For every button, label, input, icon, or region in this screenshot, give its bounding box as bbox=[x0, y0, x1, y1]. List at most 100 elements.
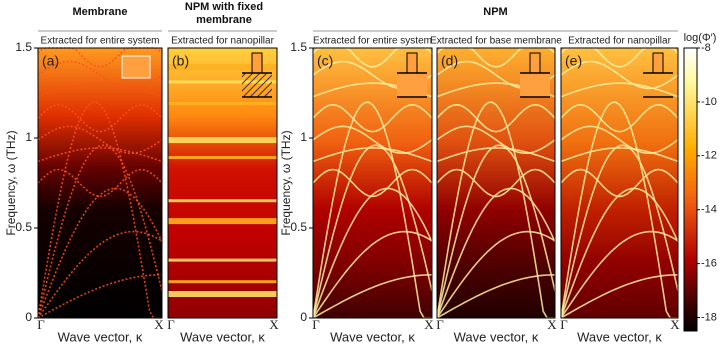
y-axis-label: Frequency, ω (THz) bbox=[4, 130, 18, 235]
x-axis-label: Wave vector, κ bbox=[180, 329, 265, 344]
dispersion-curve bbox=[560, 274, 679, 319]
panel-title: Extracted for nanopillar bbox=[171, 36, 275, 47]
dispersion-curve bbox=[436, 187, 556, 319]
dispersion-curve bbox=[37, 60, 163, 90]
x-tick-label: X bbox=[670, 317, 680, 332]
inset bbox=[520, 73, 550, 97]
band bbox=[168, 258, 277, 262]
panel-label: (b) bbox=[172, 53, 189, 69]
y-tick-label: 0 bbox=[25, 310, 32, 324]
dispersion-curve bbox=[312, 103, 433, 133]
heatmap bbox=[38, 48, 162, 318]
dispersion-curve bbox=[37, 274, 163, 319]
frame bbox=[312, 47, 433, 319]
y-tick-label: 1.5 bbox=[290, 40, 307, 54]
dispersion-curve bbox=[312, 230, 433, 319]
dispersion-curve bbox=[560, 101, 678, 319]
x-tick-label: Γ bbox=[560, 317, 568, 332]
colorbar bbox=[683, 47, 698, 332]
heatmap bbox=[561, 48, 678, 318]
dispersion-curve bbox=[560, 230, 679, 319]
dispersion-curve bbox=[312, 144, 433, 319]
x-tick-label: Γ bbox=[312, 317, 320, 332]
x-axis-label: Wave vector, κ bbox=[58, 329, 143, 344]
dispersion-curve bbox=[312, 125, 433, 154]
x-tick-label: X bbox=[269, 317, 279, 332]
x-axis-label: Wave vector, κ bbox=[330, 329, 415, 344]
dispersion-curve bbox=[37, 144, 163, 319]
dispersion-curve bbox=[37, 230, 163, 319]
dispersion-curve bbox=[312, 274, 433, 319]
band bbox=[168, 280, 277, 284]
x-tick-label: Γ bbox=[436, 317, 444, 332]
colorbar-label: log(Φ′) bbox=[684, 32, 717, 44]
colorbar-tick-label: -16 bbox=[701, 258, 717, 270]
colorbar-tick-label: -14 bbox=[701, 204, 717, 216]
frame bbox=[436, 47, 556, 319]
dispersion-curve bbox=[37, 82, 163, 98]
frame bbox=[167, 47, 278, 319]
inset bbox=[121, 55, 151, 79]
x-tick-label: Γ bbox=[167, 317, 175, 332]
dispersion-curve bbox=[37, 147, 163, 163]
x-axis-label: Wave vector, κ bbox=[577, 329, 662, 344]
frame bbox=[37, 47, 163, 319]
dispersion-curve bbox=[560, 82, 679, 98]
panel-title: Extracted for entire system bbox=[41, 36, 160, 47]
x-tick-label: Γ bbox=[37, 317, 45, 332]
group-title: NPM bbox=[483, 6, 508, 18]
group-title: NPM with fixed membrane bbox=[184, 1, 264, 26]
dispersion-curve bbox=[37, 168, 163, 198]
inset bbox=[242, 73, 272, 97]
dispersion-curve bbox=[436, 168, 556, 198]
band bbox=[168, 291, 277, 297]
colorbar-tick-label: -10 bbox=[701, 96, 717, 108]
band bbox=[168, 80, 277, 84]
panel-title: Extracted for entire system bbox=[313, 36, 432, 47]
panel-title: Extracted for base membrane bbox=[430, 36, 562, 47]
inset bbox=[529, 52, 541, 74]
dispersion-curve bbox=[436, 125, 556, 154]
band bbox=[168, 137, 277, 144]
band bbox=[168, 156, 277, 159]
dispersion-curve bbox=[560, 60, 679, 90]
panel-label: (c) bbox=[317, 53, 333, 69]
colorbar-tick-label: -8 bbox=[701, 42, 711, 54]
band bbox=[168, 199, 277, 203]
dispersion-curve bbox=[436, 147, 556, 163]
x-tick-label: X bbox=[154, 317, 164, 332]
y-axis-label: Frequency, ω (THz) bbox=[279, 130, 293, 235]
group-title: Membrane bbox=[72, 6, 128, 18]
y-tick-label: 1 bbox=[300, 130, 307, 144]
dispersion-curve bbox=[436, 274, 556, 319]
dispersion-curve bbox=[560, 147, 679, 163]
y-tick-label: 1.5 bbox=[15, 40, 32, 54]
panel-label: (d) bbox=[441, 53, 458, 69]
band bbox=[168, 218, 277, 225]
x-tick-label: X bbox=[424, 317, 434, 332]
dispersion-curve bbox=[560, 125, 679, 154]
dispersion-curve bbox=[37, 103, 163, 133]
dispersion-curve bbox=[312, 101, 432, 319]
dispersion-curve bbox=[312, 147, 433, 163]
x-tick-label: X bbox=[547, 317, 557, 332]
colorbar-tick-label: -12 bbox=[701, 150, 717, 162]
dispersion-curve bbox=[37, 187, 163, 319]
dispersion-curve bbox=[436, 144, 556, 319]
dispersion-curve bbox=[560, 168, 679, 198]
inset bbox=[397, 73, 427, 97]
dispersion-curve bbox=[37, 125, 163, 154]
inset bbox=[406, 52, 418, 74]
dispersion-curve bbox=[37, 101, 162, 319]
x-axis-label: Wave vector, κ bbox=[454, 329, 539, 344]
dispersion-curve bbox=[560, 187, 679, 319]
dispersion-curve bbox=[312, 168, 433, 198]
inset bbox=[652, 52, 664, 74]
y-tick-label: 1 bbox=[25, 130, 32, 144]
dispersion-curve bbox=[560, 144, 679, 319]
inset bbox=[251, 52, 263, 74]
colorbar-tick-label: -18 bbox=[701, 311, 717, 323]
band bbox=[168, 64, 277, 71]
